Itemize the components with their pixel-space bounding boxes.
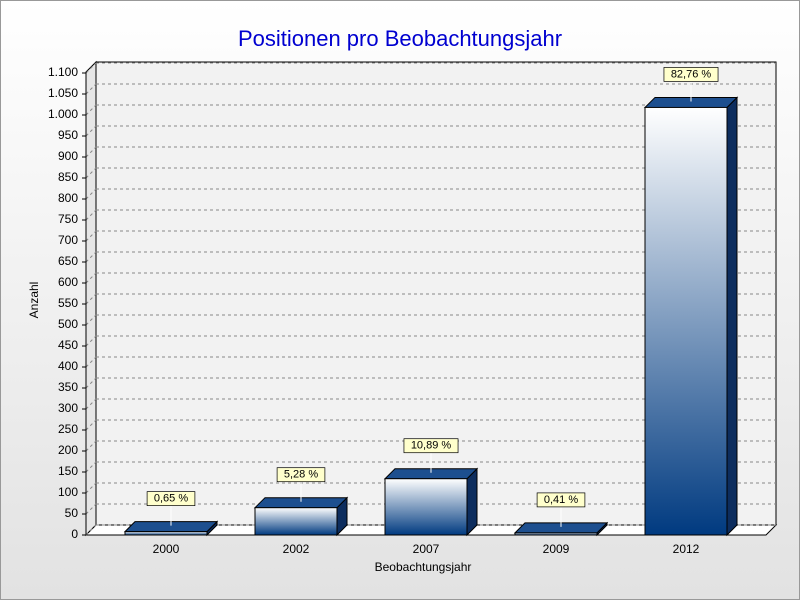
x-axis-title: Beobachtungsjahr [375,560,472,574]
grid-line [85,146,97,158]
bar [384,478,468,536]
y-tick-label: 150 [58,464,78,478]
y-tick-label: 0 [71,527,78,541]
y-tick-label: 50 [65,506,79,520]
grid-line [85,503,97,515]
x-tick-label: 2007 [413,542,440,556]
y-tick-label: 1.000 [48,107,78,121]
y-tick-label: 250 [58,422,78,436]
x-tick-label: 2012 [673,542,700,556]
y-tick-label: 600 [58,275,78,289]
x-tick-label: 2009 [543,542,570,556]
grid-line [85,314,97,326]
grid-line [85,524,97,536]
y-tick-label: 550 [58,296,78,310]
y-tick-label: 900 [58,149,78,163]
grid-line [85,419,97,431]
y-tick-label: 950 [58,128,78,142]
value-label-box [276,467,326,483]
bar [124,531,208,536]
chart-title: Positionen pro Beobachtungsjahr [238,26,562,51]
y-tick-label: 200 [58,443,78,457]
grid-line [85,482,97,494]
grid-line [85,398,97,410]
grid-line [85,440,97,452]
bar-side [726,96,738,537]
grid-line [85,188,97,200]
y-tick-label: 1.050 [48,86,78,100]
bar-side [466,467,478,537]
grid-line [85,293,97,305]
value-label: 0,41 % [544,494,578,506]
grid-line [85,125,97,137]
y-tick-label: 700 [58,233,78,247]
y-tick-label: 850 [58,170,78,184]
y-tick-label: 800 [58,191,78,205]
y-tick-label: 100 [58,485,78,499]
bar [254,507,338,536]
grid-line [85,272,97,284]
grid-line [85,167,97,179]
grid-line [85,83,97,95]
grid-line [85,335,97,347]
grid-line [85,251,97,263]
y-tick-label: 1.100 [48,65,78,79]
bar [514,532,598,536]
grid-line [85,62,97,74]
grid-line [85,104,97,116]
grid-line [85,230,97,242]
value-label-box [403,438,459,454]
value-label-box [536,492,586,508]
y-tick-label: 450 [58,338,78,352]
value-label-box [663,67,719,82]
y-axis-title: Anzahl [27,282,41,319]
y-tick-label: 650 [58,254,78,268]
bar [644,106,728,536]
value-label-box [146,491,196,506]
y-tick-label: 350 [58,380,78,394]
grid-line [85,209,97,221]
grid-line [85,461,97,473]
grid-line [85,356,97,368]
y-tick-label: 300 [58,401,78,415]
grid-line [85,377,97,389]
value-label: 0,65 % [154,493,188,505]
x-tick-label: 2002 [283,542,310,556]
x-tick-label: 2000 [153,542,180,556]
y-tick-label: 750 [58,212,78,226]
value-label: 10,89 % [411,440,452,452]
y-tick-label: 400 [58,359,78,373]
value-label: 82,76 % [671,68,712,80]
value-label: 5,28 % [284,469,318,481]
y-tick-label: 500 [58,317,78,331]
